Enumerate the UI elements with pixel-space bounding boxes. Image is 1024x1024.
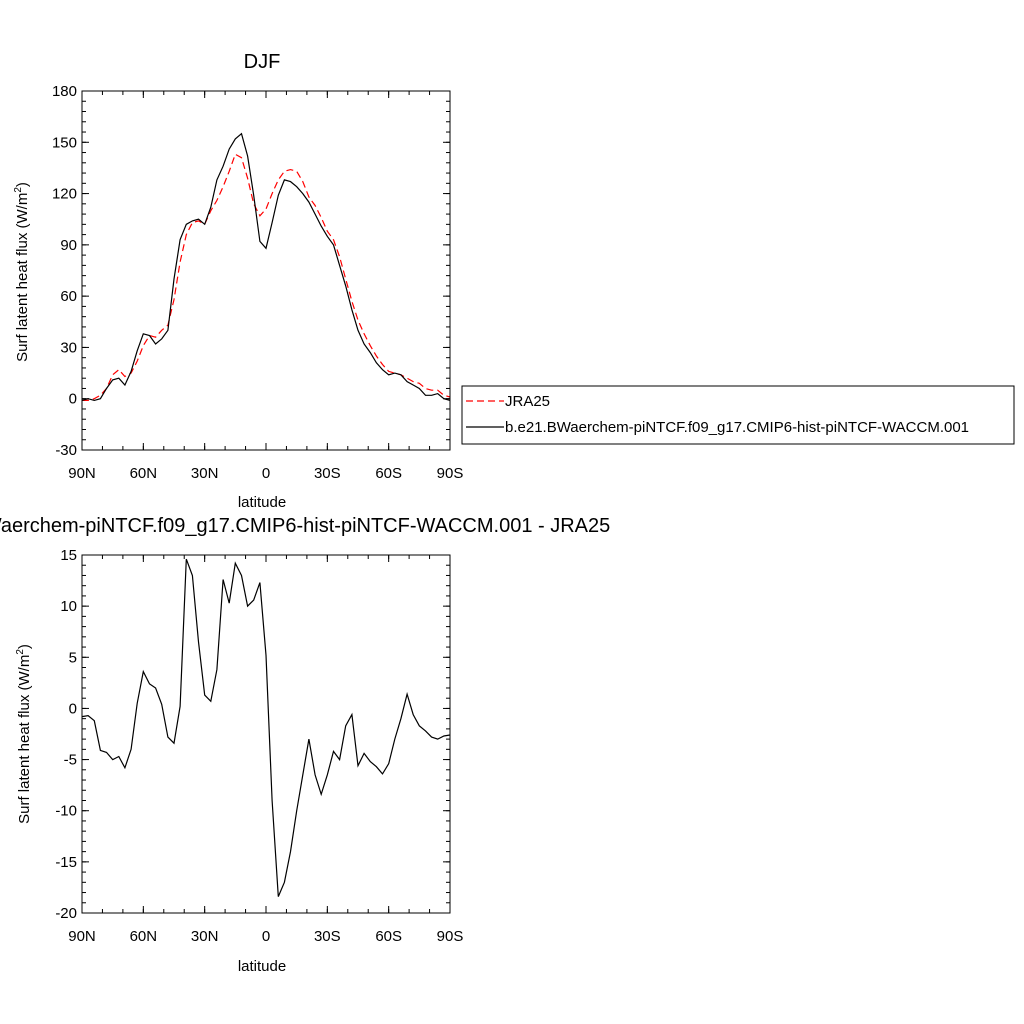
top-chart-title: DJF — [244, 51, 281, 73]
bottom-xtick-label: 30N — [191, 928, 219, 945]
legend-box — [461, 385, 1015, 445]
top-chart-plot-frame — [81, 90, 451, 451]
top-chart-panel: DJF Surf latent heat flux (W/m2) latitud… — [13, 51, 1015, 511]
bottom-ytick-label: 10 — [60, 598, 77, 615]
bottom-ytick-label: -10 — [55, 803, 77, 820]
legend-label-jra25: JRA25 — [505, 393, 550, 410]
top-series-line-jra25 — [82, 153, 451, 401]
bottom-chart-series — [81, 558, 451, 897]
bottom-ytick-label: -20 — [55, 905, 77, 922]
bottom-series-line-difference — [81, 558, 451, 897]
top-ytick-label: 120 — [52, 186, 77, 203]
top-ytick-label: 90 — [60, 237, 77, 254]
bottom-xtick-label: 60S — [375, 928, 402, 945]
bottom-xtick-label: 90S — [437, 928, 464, 945]
top-ytick-label: 60 — [60, 288, 77, 305]
bottom-ytick-label: -15 — [55, 854, 77, 871]
bottom-chart-ylabel: Surf latent heat flux (W/m2) — [15, 644, 33, 824]
bottom-xtick-label: 60N — [130, 928, 158, 945]
top-chart-xlabel: latitude — [238, 494, 286, 511]
top-ytick-label: 0 — [69, 391, 77, 408]
top-xtick-label: 60N — [130, 465, 158, 482]
top-xtick-label: 90N — [68, 465, 96, 482]
bottom-xtick-label: 0 — [262, 928, 270, 945]
bottom-chart-plot-frame — [81, 554, 451, 914]
bottom-ytick-label: -5 — [64, 752, 77, 769]
bottom-ytick-label: 0 — [69, 700, 77, 717]
top-xtick-label: 90S — [437, 465, 464, 482]
bottom-ytick-label: 5 — [69, 649, 77, 666]
top-ytick-label: -30 — [55, 442, 77, 459]
top-ytick-label: 150 — [52, 134, 77, 151]
top-chart-ticks: -30 0 30 60 90 120 150 180 90N 60N 30N 0 30S 60S 90S — [52, 83, 463, 482]
top-xtick-label: 60S — [375, 465, 402, 482]
bottom-chart-panel: b.e21.BWaerchem-piNTCF.f09_g17.CMIP6-his… — [0, 515, 610, 975]
top-ytick-label: 30 — [60, 339, 77, 356]
bottom-chart-ticks: -20 -15 -10 -5 0 5 10 15 90N 60N 30N 0 30S 60S 90S — [55, 547, 463, 945]
bottom-xtick-label: 30S — [314, 928, 341, 945]
top-xtick-label: 0 — [262, 465, 270, 482]
bottom-ytick-label: 15 — [60, 547, 77, 564]
bottom-xtick-label: 90N — [68, 928, 96, 945]
top-chart-ylabel: Surf latent heat flux (W/m2) — [13, 182, 31, 362]
bottom-chart-xlabel: latitude — [238, 958, 286, 975]
top-xtick-label: 30N — [191, 465, 219, 482]
top-ytick-label: 180 — [52, 83, 77, 100]
top-chart-series — [81, 132, 451, 402]
top-series-line-model — [81, 132, 451, 402]
top-xtick-label: 30S — [314, 465, 341, 482]
bottom-chart-title: b.e21.BWaerchem-piNTCF.f09_g17.CMIP6-his… — [0, 515, 610, 537]
legend-label-model: b.e21.BWaerchem-piNTCF.f09_g17.CMIP6-his… — [505, 419, 969, 436]
top-chart-legend: JRA25 b.e21.BWaerchem-piNTCF.f09_g17.CMI… — [461, 385, 1015, 445]
